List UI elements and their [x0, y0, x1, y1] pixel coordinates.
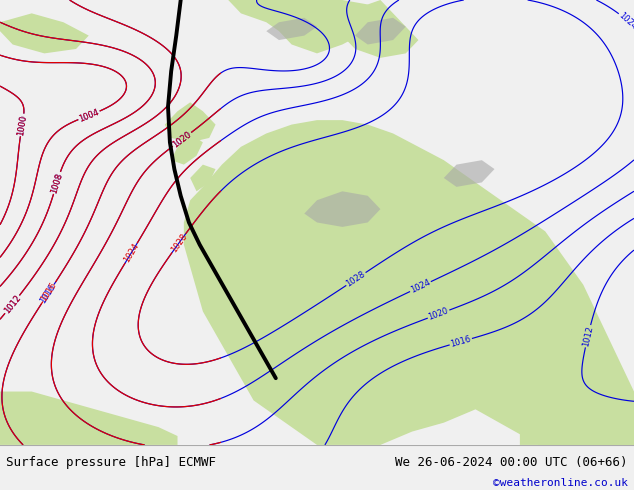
Text: 1024: 1024 [617, 11, 634, 31]
Polygon shape [165, 102, 216, 143]
Text: 1008: 1008 [49, 172, 64, 195]
Polygon shape [444, 160, 495, 187]
Text: 1024: 1024 [409, 278, 432, 295]
Text: ©weatheronline.co.uk: ©weatheronline.co.uk [493, 478, 628, 488]
Text: 1020: 1020 [427, 306, 450, 322]
Text: Surface pressure [hPa] ECMWF: Surface pressure [hPa] ECMWF [6, 456, 216, 468]
Text: 1028: 1028 [345, 270, 367, 289]
Text: 1008: 1008 [49, 172, 64, 195]
Polygon shape [266, 18, 317, 40]
Text: 1020: 1020 [171, 129, 193, 149]
Polygon shape [0, 392, 178, 445]
Text: 1012: 1012 [581, 325, 595, 347]
Text: 1004: 1004 [77, 107, 100, 123]
Text: 1012: 1012 [2, 294, 22, 316]
Polygon shape [304, 191, 380, 227]
Text: 1016: 1016 [38, 283, 57, 305]
Text: 1020: 1020 [171, 129, 193, 149]
Polygon shape [0, 13, 89, 53]
Text: 1016: 1016 [40, 280, 59, 303]
Polygon shape [520, 409, 634, 445]
Text: 1024: 1024 [122, 242, 141, 265]
Polygon shape [190, 165, 216, 191]
Text: 1028: 1028 [169, 232, 189, 254]
Text: 1004: 1004 [77, 107, 100, 123]
Polygon shape [355, 18, 406, 45]
Polygon shape [184, 120, 634, 445]
Text: We 26-06-2024 00:00 UTC (06+66): We 26-06-2024 00:00 UTC (06+66) [395, 456, 628, 468]
Polygon shape [228, 0, 380, 53]
Text: 1012: 1012 [2, 294, 22, 316]
Text: 1016: 1016 [450, 335, 472, 349]
Text: 1000: 1000 [16, 114, 29, 136]
Polygon shape [342, 0, 418, 58]
Text: 1000: 1000 [16, 114, 29, 136]
Polygon shape [171, 133, 203, 165]
